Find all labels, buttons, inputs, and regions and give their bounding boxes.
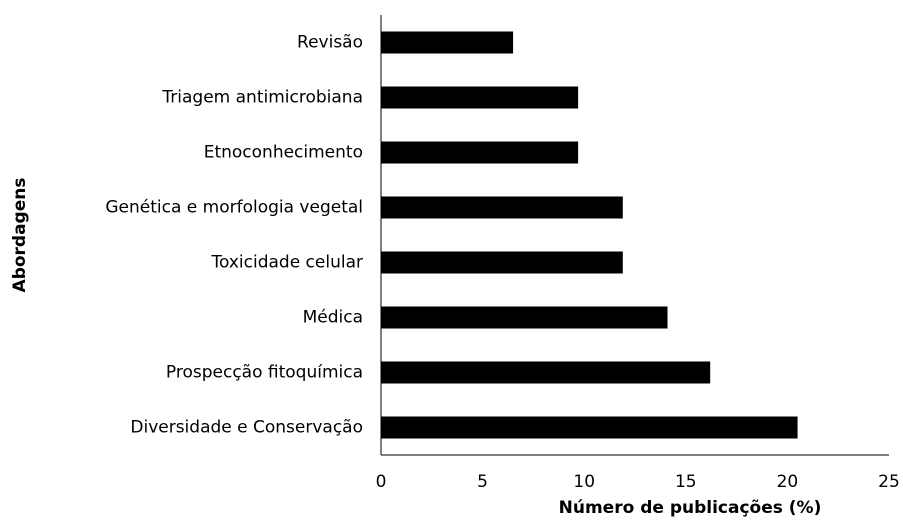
- y-tick-label: Prospecção fitoquímica: [166, 363, 363, 383]
- x-tick-label: 20: [777, 472, 799, 492]
- y-tick-label: Diversidade e Conservação: [130, 418, 363, 438]
- y-tick-label: Revisão: [297, 33, 363, 53]
- x-tick-label: 15: [675, 472, 697, 492]
- x-tick-label: 0: [376, 472, 387, 492]
- bar: [381, 306, 668, 329]
- y-tick-label: Etnoconhecimento: [204, 143, 363, 163]
- bar: [381, 416, 798, 439]
- bar: [381, 361, 711, 384]
- y-axis-title: Abordagens: [10, 178, 30, 293]
- x-tick-label: 10: [573, 472, 595, 492]
- bar: [381, 251, 623, 274]
- bar: [381, 141, 579, 164]
- y-tick-label: Médica: [303, 308, 363, 328]
- bar: [381, 86, 579, 109]
- bar: [381, 31, 514, 54]
- x-axis-title: Número de publicações (%): [559, 498, 822, 518]
- y-tick-label: Toxicidade celular: [210, 253, 363, 273]
- x-tick-label: 5: [477, 472, 488, 492]
- bar: [381, 196, 623, 219]
- x-tick-label: 25: [878, 472, 900, 492]
- y-tick-label: Triagem antimicrobiana: [161, 88, 363, 108]
- y-tick-label: Genética e morfologia vegetal: [105, 198, 363, 218]
